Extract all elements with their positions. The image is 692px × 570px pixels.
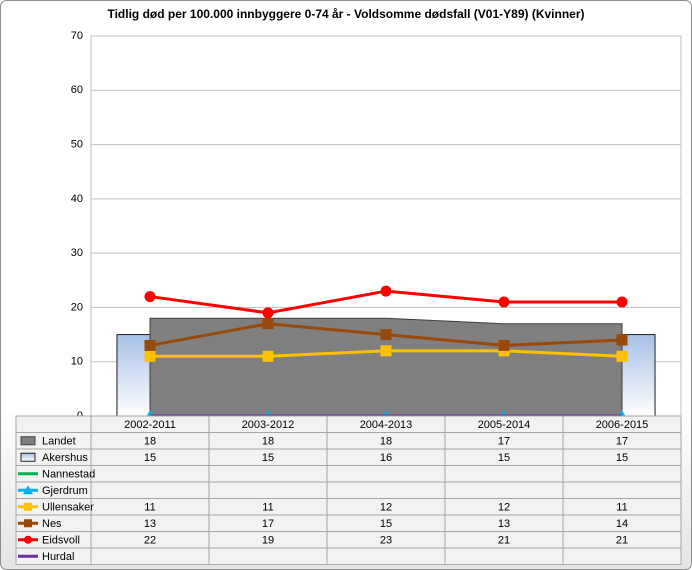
data-label: 11 xyxy=(262,502,273,514)
data-label: 13 xyxy=(498,518,510,530)
legend-key xyxy=(24,535,32,544)
legend-label: Hurdal xyxy=(42,551,74,563)
data-label: 18 xyxy=(262,436,274,448)
y-tick-label: 20 xyxy=(71,301,83,313)
data-label: 17 xyxy=(616,436,628,448)
data-label: 14 xyxy=(616,518,628,530)
data-label: 18 xyxy=(380,436,392,448)
marker xyxy=(144,339,156,351)
data-label: 12 xyxy=(380,502,392,514)
legend-label: Eidsvoll xyxy=(42,535,80,547)
x-tick-label: 2003-2012 xyxy=(242,419,295,431)
legend-label: Gjerdrum xyxy=(42,485,88,497)
data-label: 11 xyxy=(616,502,627,514)
x-tick-label: 2005-2014 xyxy=(478,419,531,431)
data-label: 16 xyxy=(380,452,392,464)
legend-key xyxy=(20,452,36,462)
marker xyxy=(616,296,628,308)
x-tick-label: 2004-2013 xyxy=(360,419,413,431)
marker xyxy=(380,285,392,297)
y-tick-label: 60 xyxy=(71,84,83,96)
legend-key xyxy=(20,436,36,446)
marker xyxy=(262,307,274,319)
marker xyxy=(262,350,274,362)
legend-key xyxy=(24,502,32,511)
data-label: 21 xyxy=(616,535,628,547)
marker xyxy=(380,329,392,341)
marker xyxy=(498,339,510,351)
data-label: 17 xyxy=(498,436,510,448)
data-label: 22 xyxy=(144,535,156,547)
data-label: 11 xyxy=(144,502,155,514)
data-label: 12 xyxy=(498,502,510,514)
y-tick-label: 40 xyxy=(71,193,83,205)
data-label: 19 xyxy=(262,535,274,547)
y-tick-label: 70 xyxy=(71,30,83,42)
legend-label: Nannestad xyxy=(42,469,95,481)
marker xyxy=(262,318,274,330)
legend-label: Ullensaker xyxy=(42,502,94,514)
marker xyxy=(616,334,628,346)
legend-key xyxy=(24,519,32,528)
marker xyxy=(498,296,510,308)
data-label: 23 xyxy=(380,535,392,547)
y-tick-label: 50 xyxy=(71,138,83,150)
data-label: 15 xyxy=(262,452,274,464)
legend-key xyxy=(23,485,33,495)
legend-label: Landet xyxy=(42,436,76,448)
data-label: 15 xyxy=(498,452,510,464)
marker xyxy=(380,345,392,357)
data-label: 15 xyxy=(144,452,156,464)
marker xyxy=(144,291,156,303)
legend-label: Nes xyxy=(42,518,62,530)
x-tick-label: 2006-2015 xyxy=(596,419,649,431)
chart-title: Tidlig død per 100.000 innbyggere 0-74 å… xyxy=(107,7,584,21)
data-label: 15 xyxy=(616,452,628,464)
marker xyxy=(144,350,156,362)
data-label: 17 xyxy=(262,518,274,530)
marker xyxy=(616,350,628,362)
y-tick-label: 10 xyxy=(71,356,83,368)
x-tick-label: 2002-2011 xyxy=(124,419,176,431)
legend-label: Akershus xyxy=(42,452,88,464)
data-label: 15 xyxy=(380,518,392,530)
data-label: 13 xyxy=(144,518,156,530)
data-label: 18 xyxy=(144,436,156,448)
table-bg xyxy=(15,415,682,565)
y-tick-label: 30 xyxy=(71,247,83,259)
data-label: 21 xyxy=(498,535,510,547)
